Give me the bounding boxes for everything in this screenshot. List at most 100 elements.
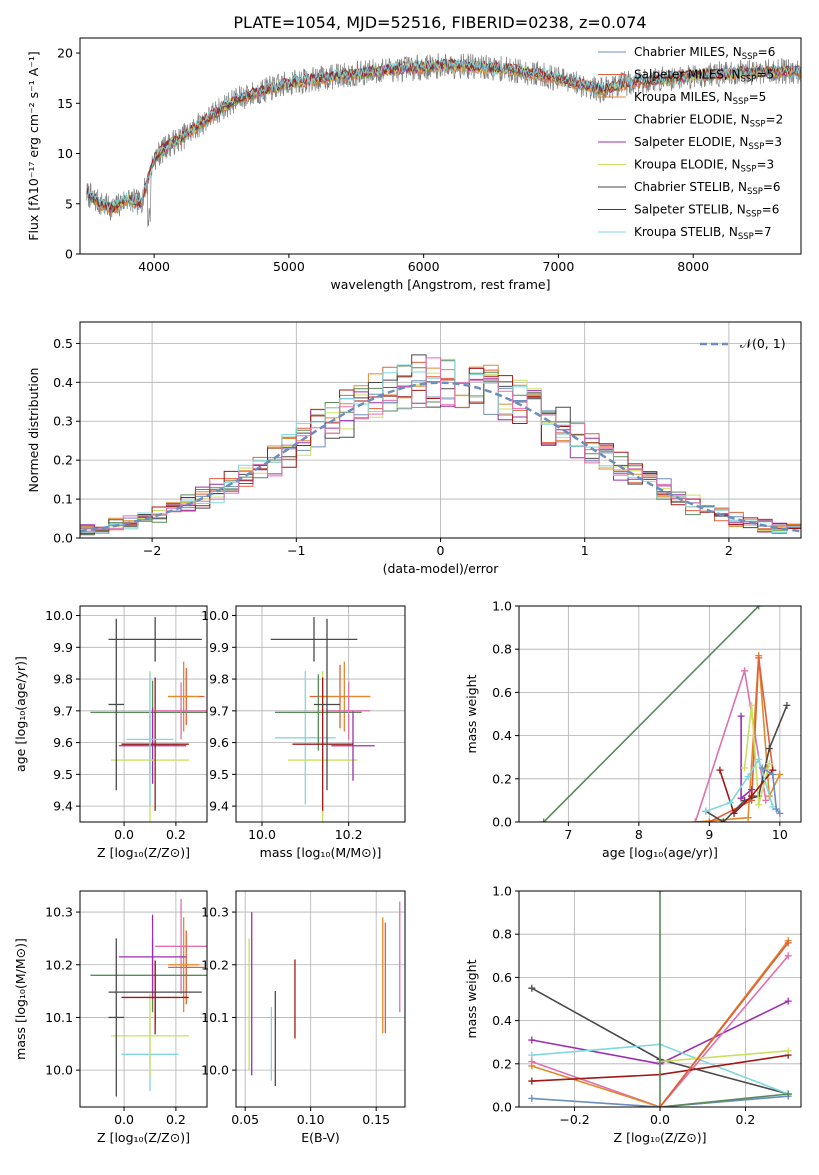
mass-weight-marker bbox=[772, 805, 780, 813]
x-tick-label: −2 bbox=[143, 543, 161, 558]
mass-weight-vs-metallicity-panel: −0.2 0.0 0.2 0.0 0.2 0.4 0.6 0.8 1.0 Z [log₁₀(Z/Z… bbox=[464, 884, 802, 1145]
mass-weight-marker bbox=[540, 818, 548, 822]
mass-weight-marker bbox=[528, 1077, 536, 1085]
x-axis-label: wavelength [Angstrom, rest frame] bbox=[330, 277, 550, 292]
y-tick-label: 0.6 bbox=[492, 970, 512, 985]
mass-weight-line bbox=[543, 606, 760, 822]
x-axis-label: Z [log₁₀(Z/Z⊙)] bbox=[614, 1130, 707, 1145]
legend-entry: Kroupa MILES, NSSP=5 bbox=[634, 90, 766, 107]
mass-weight-marker bbox=[784, 1090, 792, 1098]
mass-weight-marker bbox=[755, 606, 763, 610]
x-tick-label: 0.2 bbox=[166, 827, 186, 842]
mass-weight-marker bbox=[741, 667, 749, 675]
y-axis-label: mass weight bbox=[464, 959, 479, 1038]
y-tick-label: 10.3 bbox=[201, 905, 229, 920]
plot-area bbox=[270, 617, 375, 822]
y-tick-label: 10.3 bbox=[45, 905, 73, 920]
mass-weight-marker bbox=[783, 701, 791, 709]
y-tick-label: 9.7 bbox=[53, 703, 73, 718]
plot-area bbox=[540, 606, 791, 822]
axes-frame bbox=[79, 37, 802, 255]
x-tick-label: 0.0 bbox=[114, 1112, 134, 1127]
model-spectrum-line bbox=[86, 57, 801, 212]
x-tick-label: 0.2 bbox=[166, 1112, 186, 1127]
mass-weight-marker bbox=[769, 770, 777, 778]
x-tick-label: 8 bbox=[635, 827, 643, 842]
x-axis-label: age [log₁₀(age/yr)] bbox=[602, 845, 718, 860]
y-tick-label: 9.8 bbox=[209, 672, 229, 687]
grid-lines bbox=[236, 891, 405, 1107]
x-axis-label: Z [log₁₀(Z/Z⊙)] bbox=[97, 1130, 190, 1145]
y-tick-label: 0.3 bbox=[53, 414, 73, 429]
age-vs-mass-panel: 10.0 10.2 9.4 9.5 9.6 9.7 9.8 9.9 10.0 mass [log₁… bbox=[201, 605, 406, 860]
mass-weight-marker bbox=[776, 809, 784, 817]
x-axis-label: (data-model)/error bbox=[383, 561, 500, 576]
mass-weight-marker bbox=[528, 984, 536, 992]
mass-weight-marker bbox=[730, 809, 738, 817]
mass-weight-marker bbox=[656, 891, 664, 895]
mass-weight-marker bbox=[776, 770, 784, 778]
mass-weight-line bbox=[695, 655, 781, 822]
mass-weight-marker bbox=[784, 952, 792, 960]
mass-vs-extinction-panel: 0.05 0.10 0.15 10.0 10.1 10.2 10.3 E(B-V) bbox=[201, 890, 406, 1145]
plot-area bbox=[248, 901, 401, 1086]
x-tick-label: 0.0 bbox=[650, 1112, 670, 1127]
y-tick-label: 9.5 bbox=[53, 767, 73, 782]
spectrum-panel: 4000 5000 6000 7000 8000 0 5 10 15 20 wavelength [… bbox=[26, 37, 802, 292]
axes-frame bbox=[235, 890, 406, 1108]
x-tick-label: 4000 bbox=[138, 259, 170, 274]
legend-entry: Chabrier STELIB, NSSP=6 bbox=[634, 180, 781, 197]
mass-weight-marker bbox=[755, 801, 763, 809]
y-tick-label: 1.0 bbox=[492, 599, 512, 614]
normal-reference-curve bbox=[80, 381, 801, 533]
plot-area bbox=[528, 891, 792, 1107]
y-axis-label: mass weight bbox=[464, 674, 479, 753]
x-tick-label: 10.2 bbox=[335, 827, 363, 842]
y-axis-label: mass [log₁₀(M/M⊙)] bbox=[13, 938, 28, 1060]
y-tick-label: 10.2 bbox=[201, 957, 229, 972]
mass-weight-marker bbox=[784, 997, 792, 1005]
mass-vs-metallicity-panel: 0.0 0.2 10.0 10.1 10.2 10.3 Z [log₁₀(Z/Z⊙)] mas… bbox=[13, 890, 208, 1145]
legend-entry: Chabrier MILES, NSSP=6 bbox=[634, 45, 775, 62]
x-tick-label: 0.10 bbox=[297, 1112, 325, 1127]
mass-weight-marker bbox=[765, 745, 773, 753]
axes-frame bbox=[79, 890, 208, 1108]
x-tick-label: 9 bbox=[705, 827, 713, 842]
y-tick-label: 10.1 bbox=[201, 1010, 229, 1025]
y-tick-label: 9.6 bbox=[53, 735, 73, 750]
y-tick-label: 0.4 bbox=[53, 375, 73, 390]
legend: Chabrier MILES, NSSP=6 Salpeter MILES, NS… bbox=[598, 45, 783, 242]
x-tick-label: 0.05 bbox=[231, 1112, 259, 1127]
plot-area bbox=[80, 354, 801, 536]
y-tick-label: 9.4 bbox=[53, 799, 73, 814]
x-tick-label: 2 bbox=[725, 543, 733, 558]
mass-weight-line bbox=[719, 769, 774, 815]
mass-weight-marker bbox=[737, 712, 745, 720]
y-tick-label: 0 bbox=[65, 247, 73, 262]
y-tick-label: 9.9 bbox=[53, 640, 73, 655]
mass-weight-marker bbox=[702, 807, 710, 815]
y-tick-label: 0.8 bbox=[492, 927, 512, 942]
grid-lines bbox=[80, 606, 207, 822]
y-tick-label: 20 bbox=[57, 46, 73, 61]
y-tick-label: 10 bbox=[57, 146, 73, 161]
mass-weight-marker bbox=[737, 794, 745, 802]
mass-weight-marker bbox=[528, 1094, 536, 1102]
y-axis-label: Normed distribution bbox=[26, 368, 41, 493]
y-tick-label: 0.2 bbox=[492, 771, 512, 786]
y-tick-label: 9.8 bbox=[53, 672, 73, 687]
mass-weight-marker bbox=[705, 818, 713, 822]
y-tick-label: 0.4 bbox=[492, 1013, 512, 1028]
x-axis-label: mass [log₁₀(M/M⊙)] bbox=[260, 845, 382, 860]
x-axis-label: E(B-V) bbox=[301, 1130, 340, 1145]
mass-weight-marker bbox=[744, 773, 752, 781]
y-axis-label: age [log₁₀(age/yr)] bbox=[13, 656, 28, 772]
y-tick-label: 9.7 bbox=[209, 703, 229, 718]
mass-weight-marker bbox=[784, 1047, 792, 1055]
plot-area bbox=[86, 52, 801, 227]
mass-weight-marker bbox=[744, 814, 752, 822]
x-tick-label: 0.2 bbox=[736, 1112, 756, 1127]
x-tick-label: 10.0 bbox=[248, 827, 276, 842]
y-tick-label: 0.0 bbox=[492, 1100, 512, 1115]
